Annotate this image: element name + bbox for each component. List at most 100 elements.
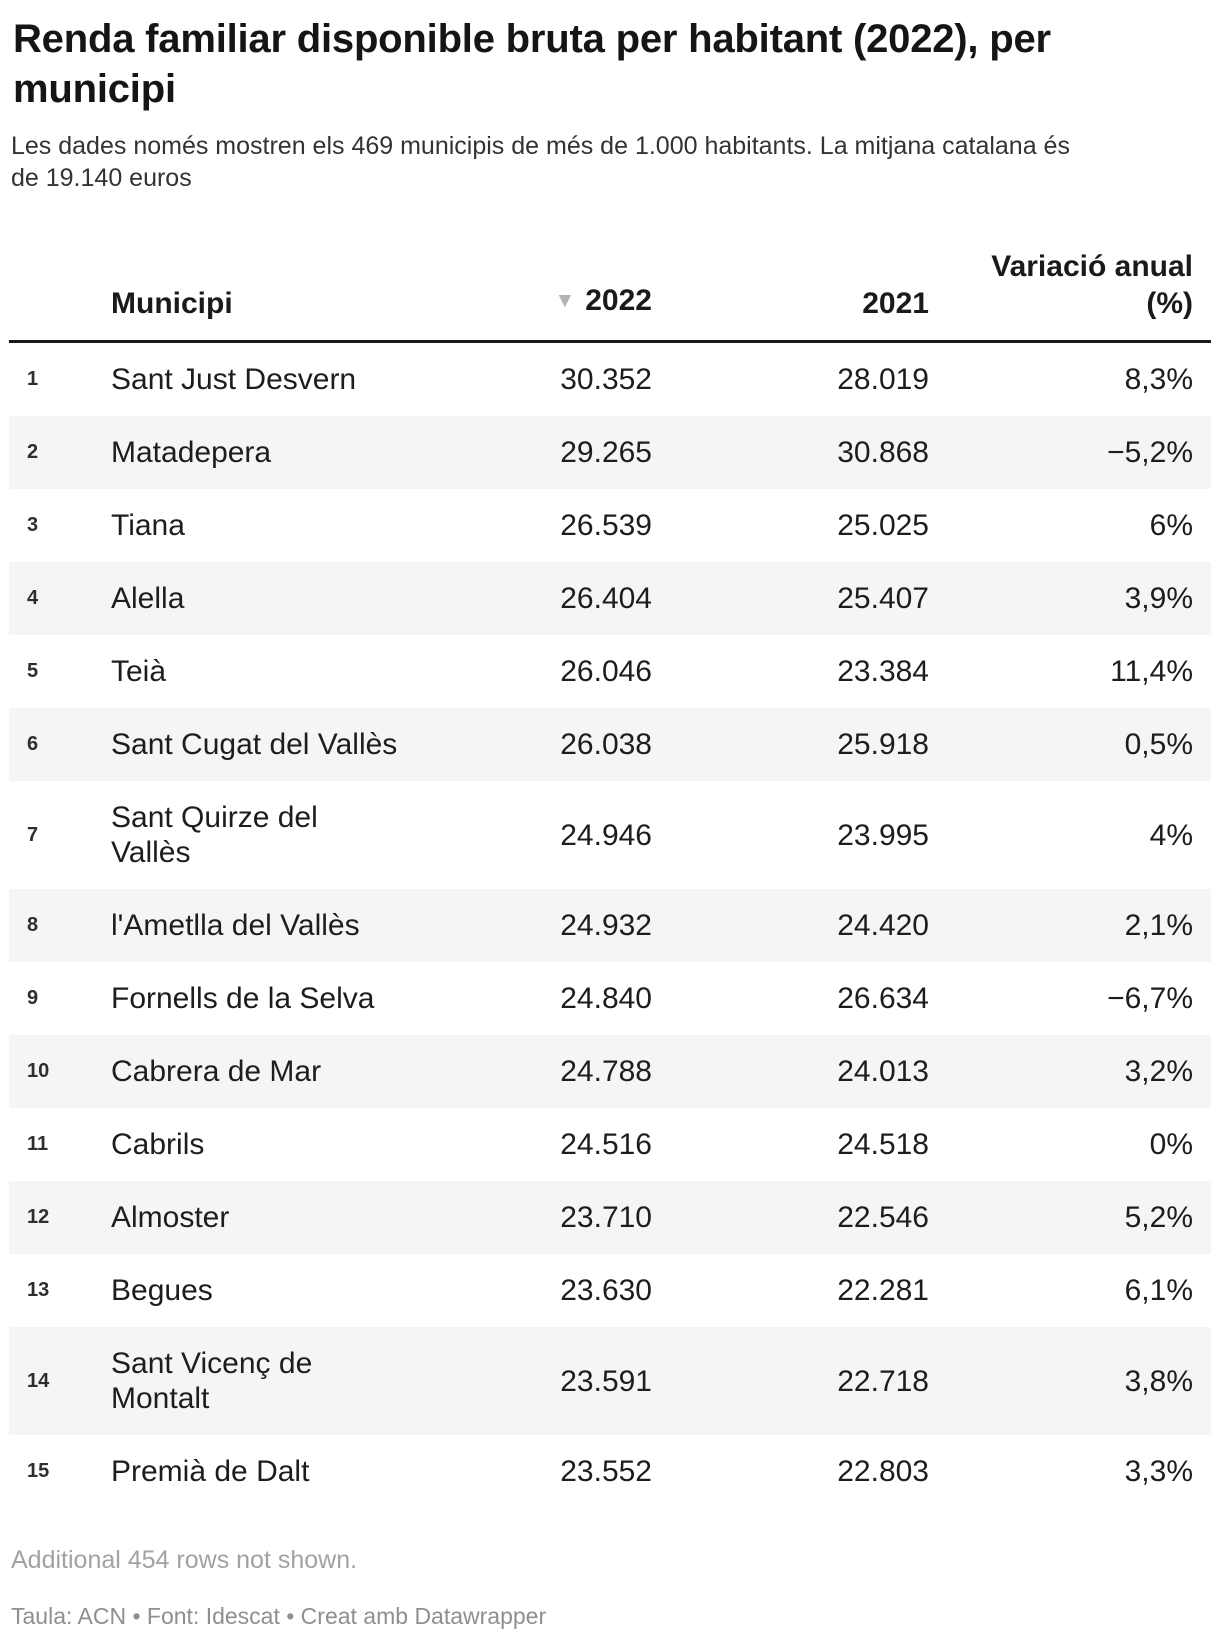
value-2022-cell: 23.552	[560, 1455, 652, 1488]
value-2021-cell: 22.546	[837, 1201, 929, 1234]
table-row: 9 Fornells de la Selva 24.840 26.634 −6,…	[9, 962, 1211, 1035]
rows-not-shown-note: Additional 454 rows not shown.	[11, 1546, 358, 1574]
value-2022-cell: 24.788	[560, 1055, 652, 1088]
table-row: 7 Sant Quirze del Vallès 24.946 23.995 4…	[9, 781, 1211, 889]
value-2022-cell: 24.840	[560, 982, 652, 1015]
value-2022-cell: 24.932	[560, 909, 652, 942]
table-row: 11 Cabrils 24.516 24.518 0%	[9, 1108, 1211, 1181]
value-2021-cell: 22.718	[837, 1364, 929, 1398]
value-2022-cell: 26.539	[560, 509, 652, 542]
table-row: 10 Cabrera de Mar 24.788 24.013 3,2%	[9, 1035, 1211, 1108]
value-2022-cell: 29.265	[560, 436, 652, 469]
column-header-municipi[interactable]: Municipi	[99, 248, 449, 343]
value-2021-cell: 28.019	[837, 363, 929, 396]
variation-cell: 11,4%	[1110, 655, 1193, 688]
value-2022-cell: 23.591	[560, 1364, 652, 1398]
municipality-cell: Begues	[111, 1274, 213, 1307]
rank-cell: 13	[27, 1279, 50, 1301]
variation-cell: 3,2%	[1124, 1055, 1193, 1088]
column-header-variacio[interactable]: Variació anual (%)	[947, 248, 1211, 343]
value-2021-cell: 25.918	[837, 728, 929, 761]
attribution-line: Taula: ACN • Font: Idescat • Creat amb D…	[11, 1603, 547, 1629]
municipality-cell: Matadepera	[111, 436, 272, 469]
variation-cell: 8,3%	[1124, 363, 1193, 396]
municipality-cell: Fornells de la Selva	[111, 982, 375, 1015]
column-header-2022-label: 2022	[585, 284, 652, 317]
municipality-cell: Cabrils	[111, 1128, 205, 1161]
table-row: 3 Tiana 26.539 25.025 6%	[9, 489, 1211, 562]
table-header-row: Municipi ▼ 2022 2021 Variació anual (%)	[9, 248, 1211, 343]
municipality-cell: l'Ametlla del Vallès	[111, 909, 360, 942]
municipality-cell: Cabrera de Mar	[111, 1055, 322, 1088]
municipality-cell: Sant Cugat del Vallès	[111, 728, 398, 761]
municipality-cell: Sant Vicenç de Montalt	[111, 1347, 313, 1415]
municipality-cell: Teià	[111, 655, 167, 688]
rank-cell: 11	[27, 1133, 49, 1155]
variation-cell: 0,5%	[1124, 728, 1193, 761]
rank-cell: 1	[27, 368, 39, 390]
value-2021-cell: 24.013	[837, 1055, 929, 1088]
variation-cell: 3,8%	[1124, 1364, 1193, 1398]
value-2022-cell: 30.352	[560, 363, 652, 396]
page-subtitle: Les dades només mostren els 469 municipi…	[11, 132, 1070, 192]
table-row: 12 Almoster 23.710 22.546 5,2%	[9, 1181, 1211, 1254]
value-2021-cell: 30.868	[837, 436, 929, 469]
rank-cell: 3	[27, 514, 39, 536]
variation-cell: 6,1%	[1124, 1274, 1193, 1307]
value-2021-cell: 22.281	[837, 1274, 929, 1307]
table-body: 1 Sant Just Desvern 30.352 28.019 8,3% 2…	[9, 342, 1211, 1509]
variation-cell: −6,7%	[1107, 982, 1193, 1015]
value-2022-cell: 24.516	[560, 1128, 652, 1161]
data-table: Municipi ▼ 2022 2021 Variació anual (%) 1…	[9, 248, 1211, 1508]
table-row: 13 Begues 23.630 22.281 6,1%	[9, 1254, 1211, 1327]
variation-cell: 3,3%	[1124, 1455, 1193, 1488]
value-2021-cell: 22.803	[837, 1455, 929, 1488]
table-row: 15 Premià de Dalt 23.552 22.803 3,3%	[9, 1435, 1211, 1508]
rank-cell: 5	[27, 660, 39, 682]
rank-cell: 8	[27, 914, 39, 936]
column-header-2022[interactable]: ▼ 2022	[449, 248, 670, 343]
rank-cell: 10	[27, 1060, 50, 1082]
variation-cell: 5,2%	[1124, 1201, 1193, 1234]
value-2022-cell: 26.046	[560, 655, 652, 688]
value-2021-cell: 26.634	[837, 982, 929, 1015]
rank-cell: 2	[27, 441, 39, 463]
value-2021-cell: 23.995	[837, 818, 929, 852]
table-row: 5 Teià 26.046 23.384 11,4%	[9, 635, 1211, 708]
value-2022-cell: 26.404	[560, 582, 652, 615]
rank-cell: 15	[27, 1460, 50, 1482]
table-row: 4 Alella 26.404 25.407 3,9%	[9, 562, 1211, 635]
sort-descending-icon: ▼	[554, 289, 576, 312]
variation-cell: −5,2%	[1107, 436, 1193, 469]
table-row: 8 l'Ametlla del Vallès 24.932 24.420 2,1…	[9, 889, 1211, 962]
rank-cell: 14	[27, 1369, 50, 1392]
value-2022-cell: 26.038	[560, 728, 652, 761]
municipality-cell: Almoster	[111, 1201, 230, 1234]
column-header-2021[interactable]: 2021	[670, 248, 947, 343]
rank-cell: 7	[27, 823, 39, 846]
municipality-cell: Sant Just Desvern	[111, 363, 357, 396]
value-2021-cell: 25.407	[837, 582, 929, 615]
municipality-cell: Tiana	[111, 509, 185, 542]
municipality-cell: Sant Quirze del Vallès	[111, 801, 318, 869]
table-row: 2 Matadepera 29.265 30.868 −5,2%	[9, 416, 1211, 489]
rank-cell: 12	[27, 1206, 50, 1228]
variation-cell: 4%	[1149, 818, 1193, 852]
value-2021-cell: 24.518	[837, 1128, 929, 1161]
table-row: 1 Sant Just Desvern 30.352 28.019 8,3%	[9, 342, 1211, 417]
table-row: 14 Sant Vicenç de Montalt 23.591 22.718 …	[9, 1327, 1211, 1435]
variation-cell: 3,9%	[1124, 582, 1193, 615]
value-2021-cell: 25.025	[837, 509, 929, 542]
municipality-cell: Premià de Dalt	[111, 1455, 310, 1488]
rank-cell: 9	[27, 987, 39, 1009]
rank-cell: 4	[27, 587, 39, 609]
value-2021-cell: 24.420	[837, 909, 929, 942]
variation-cell: 6%	[1149, 509, 1193, 542]
value-2022-cell: 24.946	[560, 818, 652, 852]
table-row: 6 Sant Cugat del Vallès 26.038 25.918 0,…	[9, 708, 1211, 781]
value-2022-cell: 23.710	[560, 1201, 652, 1234]
variation-cell: 2,1%	[1124, 909, 1193, 942]
value-2021-cell: 23.384	[837, 655, 929, 688]
municipality-cell: Alella	[111, 582, 185, 615]
